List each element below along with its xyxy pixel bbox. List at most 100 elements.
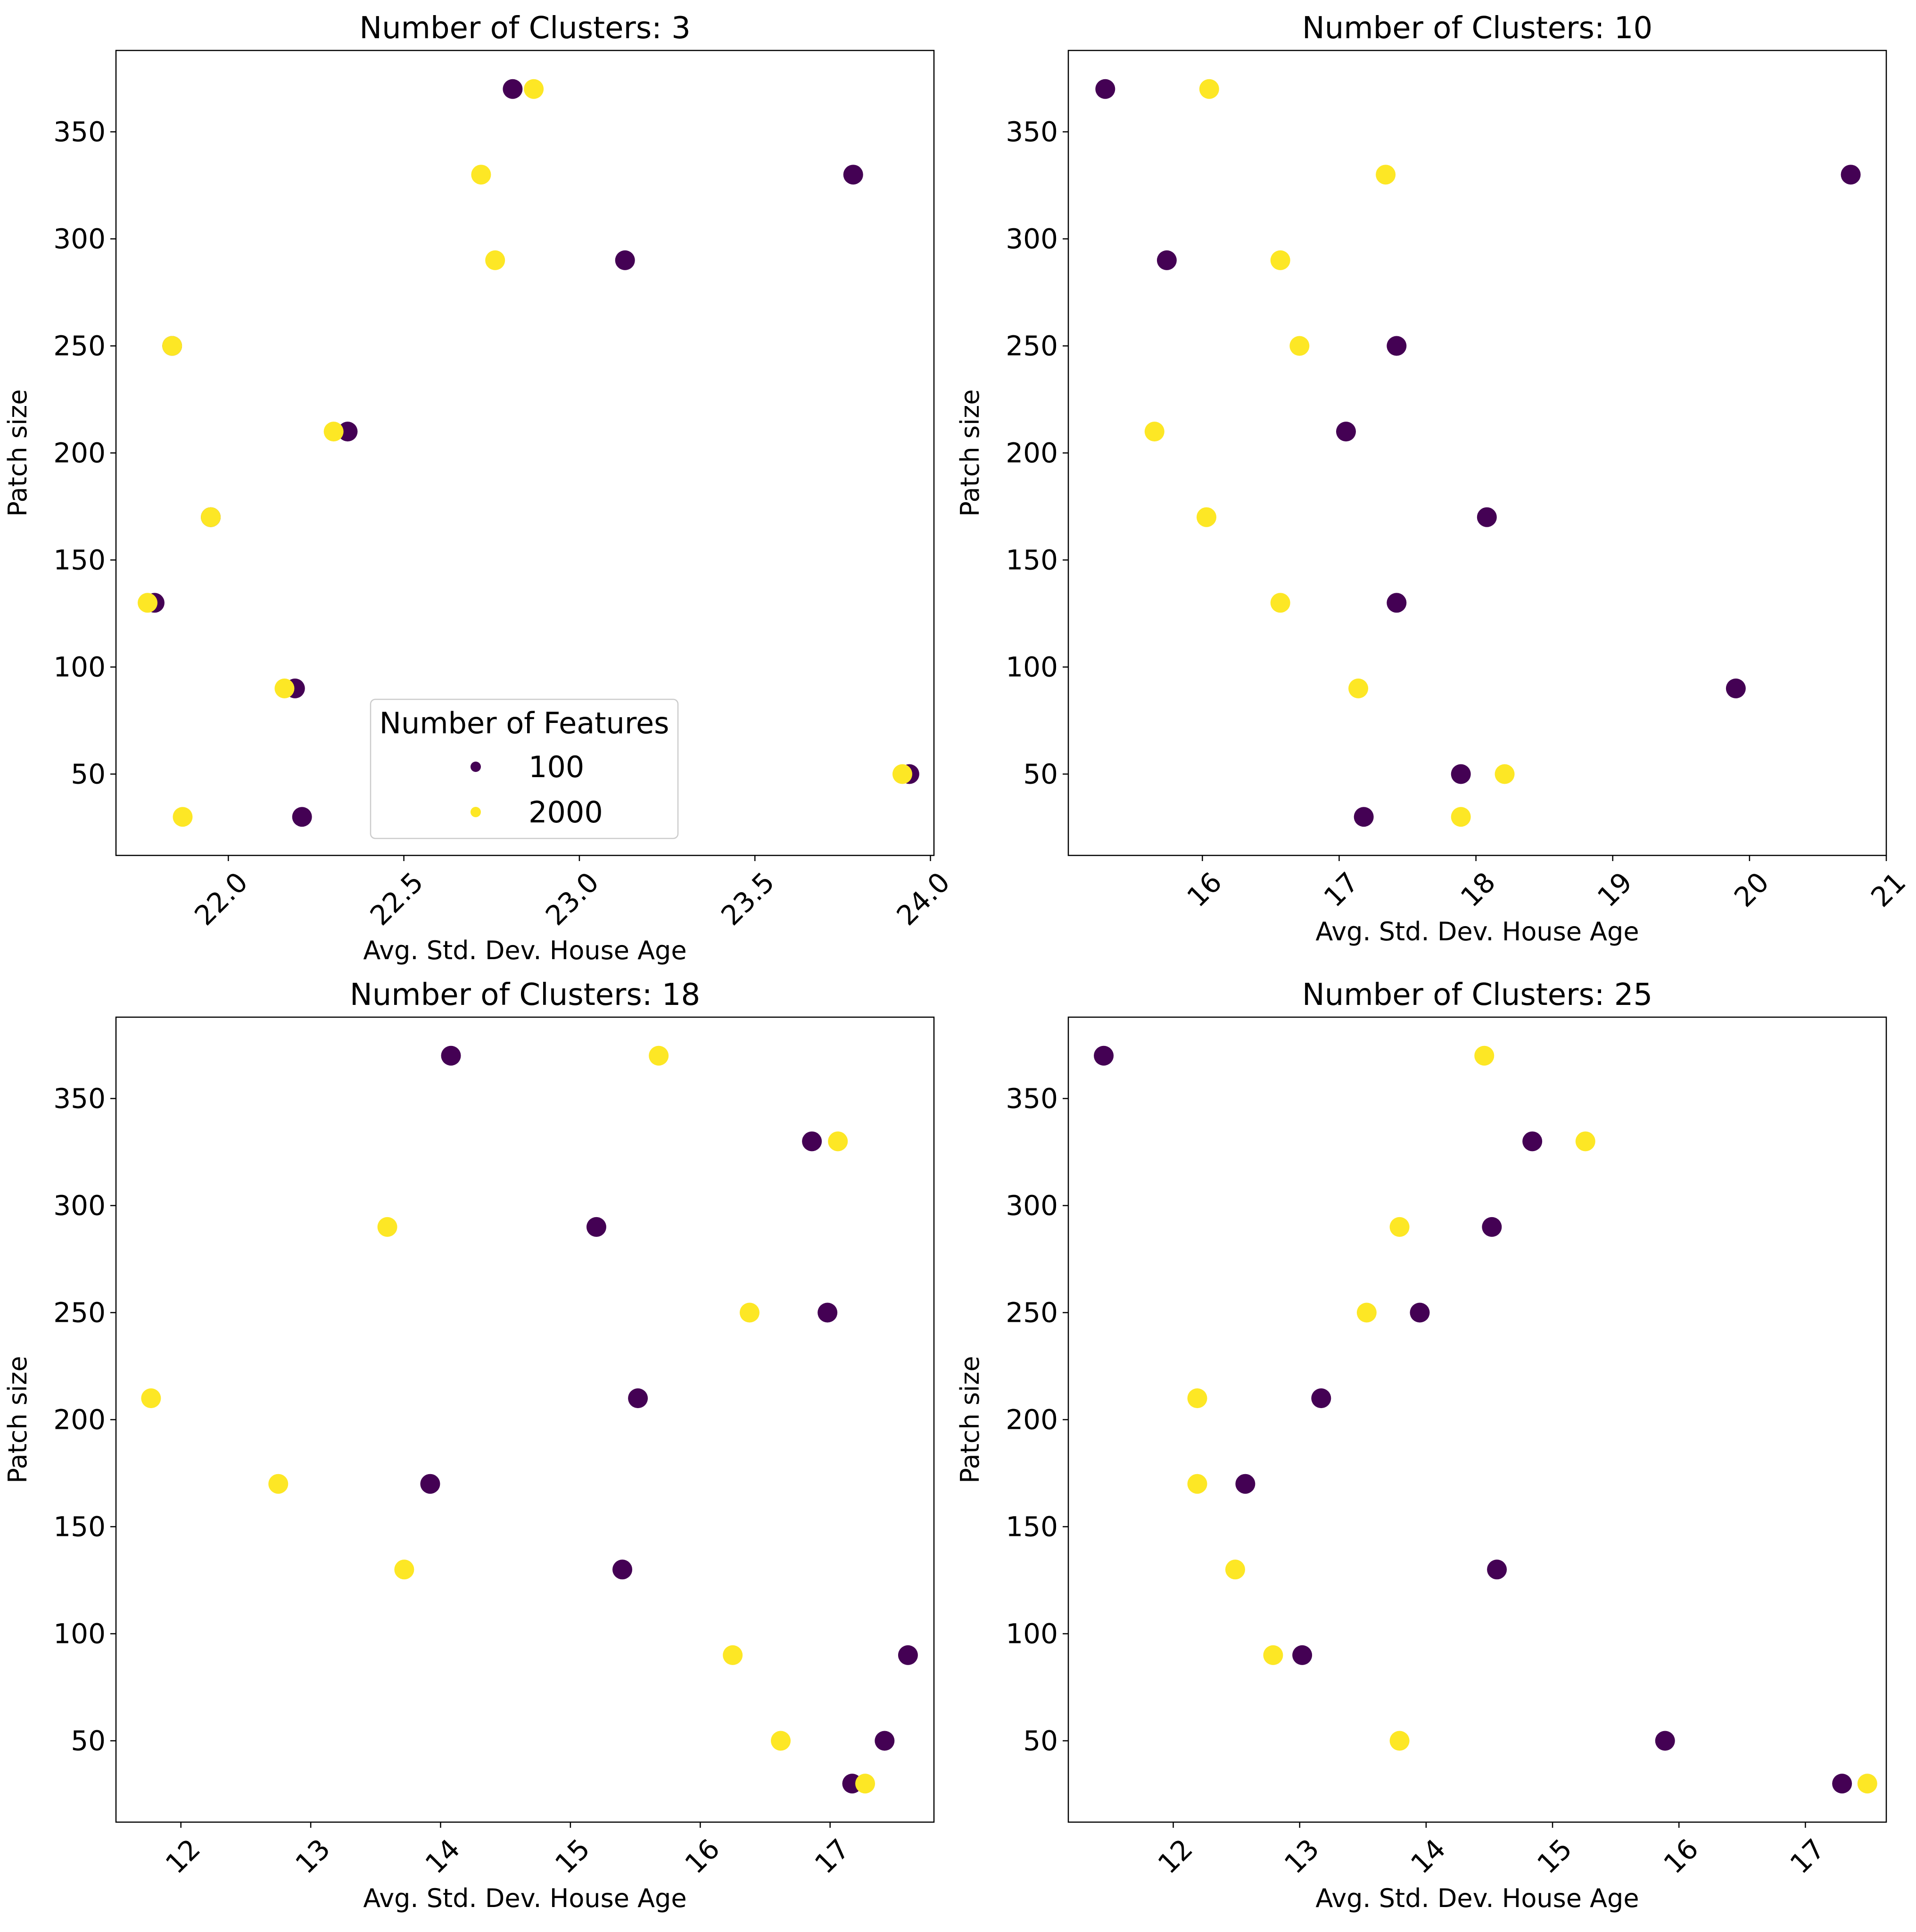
data-point [292,807,312,827]
y-axis-label: Patch size [955,1356,985,1483]
data-point [138,593,158,613]
data-point [818,1302,838,1323]
data-point [441,1045,461,1066]
data-point [1387,593,1407,613]
data-point [1263,1645,1283,1665]
x-axis-label: Avg. Std. Dev. House Age [1315,917,1639,946]
data-point [723,1645,743,1665]
data-point [1575,1131,1595,1152]
y-tick-label: 50 [71,1725,106,1757]
data-point [503,79,523,99]
subplot-title: Number of Clusters: 18 [350,978,700,1012]
y-tick-label: 150 [1006,544,1058,576]
data-point [524,79,544,99]
data-point [615,250,635,270]
y-tick-label: 300 [1006,1190,1058,1222]
y-tick-label: 50 [1023,1725,1058,1757]
x-tick-label: 24.0 [891,866,956,931]
data-point [1095,79,1115,99]
x-axis-label: Avg. Std. Dev. House Age [1315,1883,1639,1913]
y-tick-label: 100 [1006,651,1058,683]
x-tick-label: 16 [1181,866,1228,913]
data-point [1270,250,1290,270]
data-point [1410,1302,1430,1323]
series-2000 [138,79,912,827]
y-tick-label: 350 [53,116,106,148]
y-tick-label: 100 [53,651,106,683]
subplot-4: Number of Clusters: 25 50 100 150 200 250 300 3… [955,978,1887,1913]
data-point [1482,1217,1502,1237]
data-point [828,1131,848,1152]
y-tick-label: 250 [1006,1297,1058,1329]
data-point [338,422,358,442]
x-tick-label: 22.5 [364,866,429,931]
series-100 [1095,79,1861,827]
x-tick-label: 17 [809,1832,856,1880]
y-tick-label: 300 [53,1190,106,1222]
series-2000 [1144,79,1515,827]
x-tick-label: 19 [1591,866,1638,913]
x-tick-label: 13 [1278,1832,1325,1880]
legend: Number of Features 100 2000 [370,698,679,839]
legend-title: Number of Features [380,706,669,740]
legend-entry-label: 100 [529,750,584,784]
data-point [771,1731,791,1751]
data-point [268,1474,289,1494]
legend-marker [471,807,481,817]
data-point [1477,507,1497,527]
series-100 [1094,1045,1852,1794]
data-point [1336,422,1356,442]
y-tick-label: 150 [1006,1510,1058,1542]
data-point [1389,1731,1410,1751]
data-point [394,1559,414,1580]
data-point [1094,1045,1114,1066]
data-point [1389,1217,1410,1237]
y-tick-label: 150 [53,1510,106,1542]
axes-frame [1067,50,1887,856]
data-point [1522,1131,1543,1152]
x-tick-label: 18 [1454,866,1502,913]
data-point [420,1474,440,1494]
y-tick-label: 200 [1006,437,1058,469]
x-axis-label: Avg. Std. Dev. House Age [363,1883,686,1913]
y-tick-label: 200 [53,1404,106,1436]
y-tick-label: 300 [53,223,106,255]
data-point [892,764,912,784]
y-tick-label: 250 [1006,330,1058,362]
data-point [162,336,182,356]
y-tick-label: 250 [53,1297,106,1329]
data-point [1187,1388,1207,1409]
data-point [1199,79,1219,99]
axes-frame [115,1016,935,1823]
y-tick-label: 300 [1006,223,1058,255]
x-axis-label: Avg. Std. Dev. House Age [363,936,686,965]
data-point [875,1731,895,1751]
y-tick-label: 350 [1006,116,1058,148]
series-2000 [1187,1045,1877,1794]
y-tick-label: 250 [53,330,106,362]
subplot-title: Number of Clusters: 10 [1302,11,1652,46]
series-2000 [141,1045,875,1794]
data-point [274,678,295,698]
y-tick-label: 50 [1023,758,1058,790]
x-tick-label: 14 [419,1832,466,1880]
data-point [1197,507,1217,527]
x-tick-label: 22.0 [188,866,254,931]
data-point [1474,1045,1495,1066]
x-tick-label: 15 [549,1832,596,1880]
data-point [1311,1388,1331,1409]
y-tick-label: 100 [1006,1617,1058,1650]
axes-frame [1067,1016,1887,1823]
y-tick-label: 200 [53,437,106,469]
data-point [855,1774,875,1794]
series-100 [420,1045,918,1794]
data-point [1832,1774,1852,1794]
y-tick-label: 350 [1006,1083,1058,1115]
data-point [1156,250,1177,270]
x-tick-label: 20 [1728,866,1775,913]
x-tick-label: 21 [1865,866,1912,913]
legend-entry-label: 2000 [529,795,603,829]
data-point [1356,1302,1377,1323]
subplot-3: Number of Clusters: 18 50 100 150 200 250 300 3… [3,978,935,1913]
legend-box [370,698,679,839]
